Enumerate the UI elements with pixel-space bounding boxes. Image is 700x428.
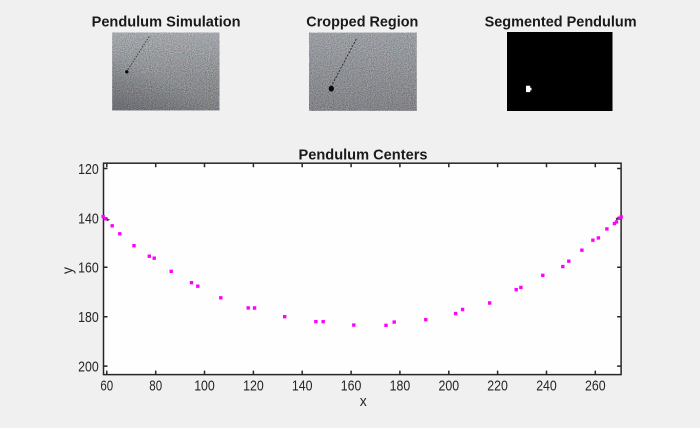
svg-text:120: 120 [78,161,99,178]
svg-text:60: 60 [100,378,113,395]
svg-text:100: 100 [194,378,215,395]
svg-text:140: 140 [78,210,99,227]
svg-text:180: 180 [78,309,99,326]
svg-text:Cropped Region: Cropped Region [306,14,418,31]
svg-text:260: 260 [585,378,606,395]
svg-text:Segmented Pendulum: Segmented Pendulum [485,14,637,31]
svg-text:200: 200 [439,378,460,395]
svg-text:220: 220 [487,378,508,395]
svg-text:160: 160 [78,260,99,277]
svg-text:180: 180 [390,378,411,395]
svg-text:y: y [59,267,76,274]
svg-text:160: 160 [341,378,362,395]
svg-text:240: 240 [536,378,557,395]
svg-text:120: 120 [243,378,264,395]
svg-text:x: x [360,393,367,410]
svg-text:200: 200 [78,359,99,376]
svg-text:Pendulum Simulation: Pendulum Simulation [92,14,241,31]
svg-text:Pendulum Centers: Pendulum Centers [299,146,428,163]
svg-text:140: 140 [292,378,313,395]
svg-text:80: 80 [149,378,162,395]
